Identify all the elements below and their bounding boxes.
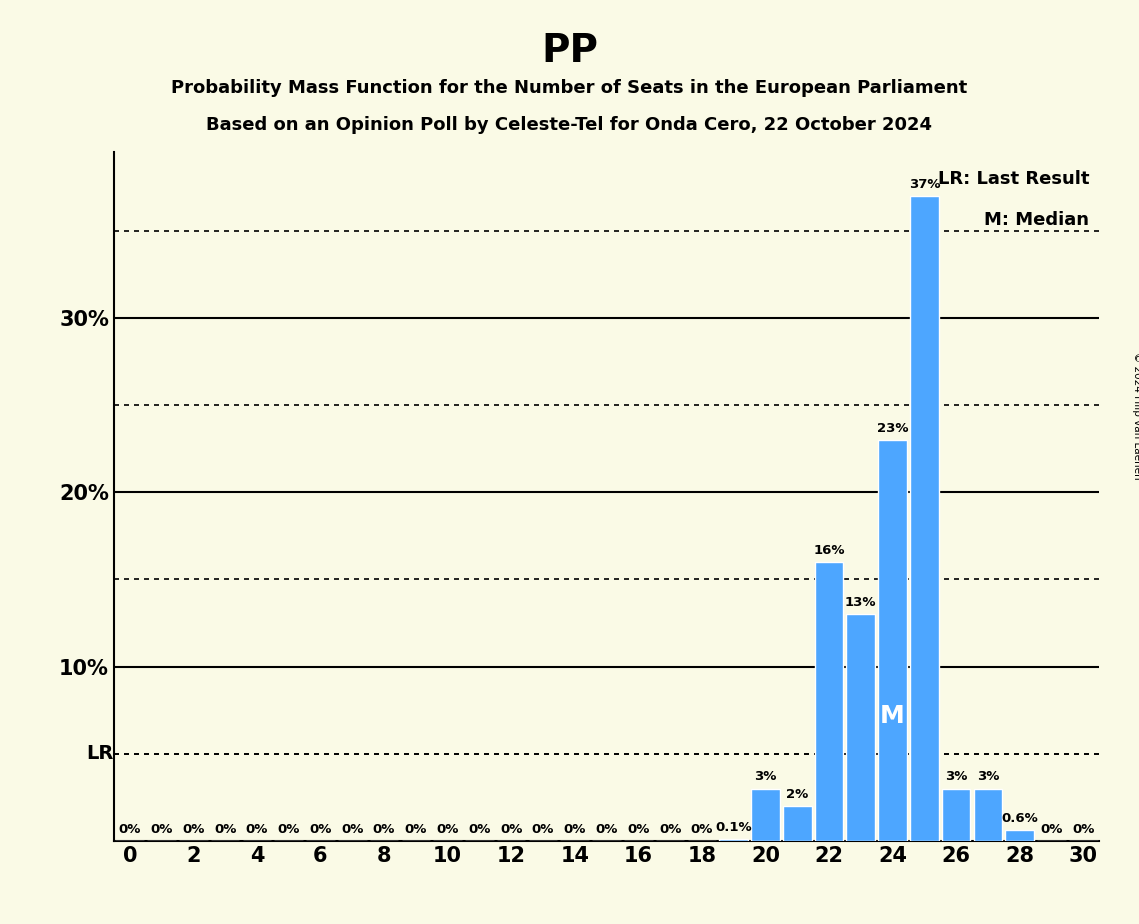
Text: 0%: 0% xyxy=(310,822,331,835)
Text: 0%: 0% xyxy=(532,822,555,835)
Text: LR: Last Result: LR: Last Result xyxy=(937,170,1089,188)
Bar xyxy=(942,788,970,841)
Text: 3%: 3% xyxy=(754,771,777,784)
Text: 3%: 3% xyxy=(945,771,967,784)
Bar xyxy=(720,839,748,841)
Text: 0%: 0% xyxy=(628,822,649,835)
Text: 0%: 0% xyxy=(1040,822,1063,835)
Text: 0%: 0% xyxy=(278,822,300,835)
Text: Probability Mass Function for the Number of Seats in the European Parliament: Probability Mass Function for the Number… xyxy=(171,79,968,96)
Text: M: Median: M: Median xyxy=(984,211,1089,229)
Text: 2%: 2% xyxy=(786,788,809,801)
Text: 0%: 0% xyxy=(372,822,395,835)
Bar xyxy=(814,562,843,841)
Text: 0%: 0% xyxy=(436,822,459,835)
Text: © 2024 Filip van Laenen: © 2024 Filip van Laenen xyxy=(1132,352,1139,480)
Text: 0%: 0% xyxy=(596,822,617,835)
Text: 0%: 0% xyxy=(182,822,205,835)
Bar xyxy=(878,440,907,841)
Text: 0%: 0% xyxy=(214,822,236,835)
Text: 0%: 0% xyxy=(690,822,713,835)
Text: 0%: 0% xyxy=(404,822,427,835)
Bar xyxy=(846,614,875,841)
Text: 0%: 0% xyxy=(246,822,268,835)
Text: 16%: 16% xyxy=(813,544,845,557)
Bar xyxy=(782,806,811,841)
Text: 0%: 0% xyxy=(341,822,363,835)
Text: 0.1%: 0.1% xyxy=(715,821,752,833)
Text: 37%: 37% xyxy=(909,177,940,190)
Text: Based on an Opinion Poll by Celeste-Tel for Onda Cero, 22 October 2024: Based on an Opinion Poll by Celeste-Tel … xyxy=(206,116,933,133)
Bar xyxy=(910,196,939,841)
Text: 3%: 3% xyxy=(977,771,999,784)
Bar xyxy=(1006,831,1034,841)
Text: 0%: 0% xyxy=(118,822,141,835)
Text: PP: PP xyxy=(541,32,598,70)
Text: 0%: 0% xyxy=(1072,822,1095,835)
Bar xyxy=(974,788,1002,841)
Text: 0%: 0% xyxy=(150,822,173,835)
Text: M: M xyxy=(880,703,904,727)
Text: 0.6%: 0.6% xyxy=(1001,812,1038,825)
Text: 23%: 23% xyxy=(877,421,908,435)
Text: LR: LR xyxy=(87,744,114,763)
Text: 0%: 0% xyxy=(658,822,681,835)
Text: 0%: 0% xyxy=(500,822,523,835)
Bar xyxy=(751,788,780,841)
Text: 13%: 13% xyxy=(845,596,877,609)
Text: 0%: 0% xyxy=(468,822,491,835)
Text: 0%: 0% xyxy=(564,822,585,835)
